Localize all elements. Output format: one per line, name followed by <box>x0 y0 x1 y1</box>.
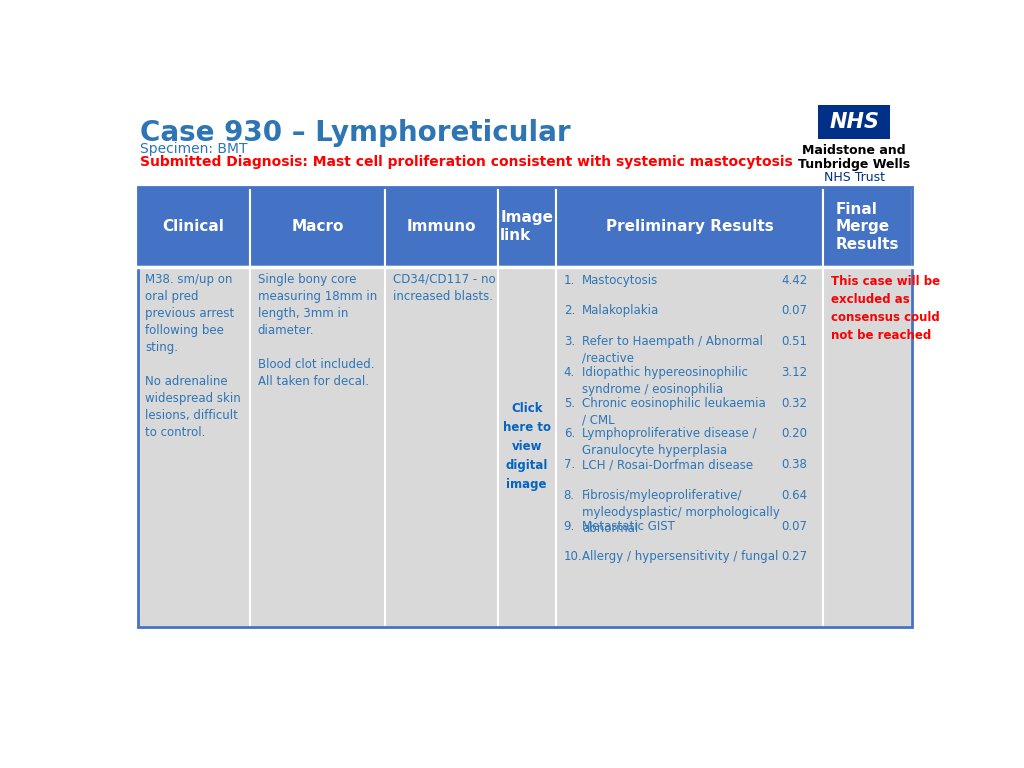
Text: 7.: 7. <box>564 458 574 472</box>
Text: Fibrosis/myleoproliferative/: Fibrosis/myleoproliferative/ <box>582 489 742 502</box>
FancyBboxPatch shape <box>818 105 890 140</box>
Text: Lymphoproliferative disease /: Lymphoproliferative disease / <box>582 428 757 441</box>
Text: 0.20: 0.20 <box>781 428 807 441</box>
Text: This case will be
excluded as
consensus could
not be reached: This case will be excluded as consensus … <box>830 276 940 343</box>
Text: 8.: 8. <box>564 489 574 502</box>
Text: 4.42: 4.42 <box>781 273 807 286</box>
Text: 0.07: 0.07 <box>781 304 807 317</box>
Text: Maidstone and: Maidstone and <box>803 144 906 157</box>
Text: 9.: 9. <box>564 520 574 533</box>
Text: Metastatic GIST: Metastatic GIST <box>582 520 675 533</box>
Text: 6.: 6. <box>564 428 574 441</box>
Text: 10.: 10. <box>564 551 583 564</box>
Text: Granulocyte hyperplasia: Granulocyte hyperplasia <box>582 444 727 457</box>
Text: abnormal: abnormal <box>582 522 638 535</box>
FancyBboxPatch shape <box>250 187 385 266</box>
Text: Single bony core
measuring 18mm in
length, 3mm in
diameter.

Blood clot included: Single bony core measuring 18mm in lengt… <box>258 273 377 388</box>
Text: Submitted Diagnosis: Mast cell proliferation consistent with systemic mastocytos: Submitted Diagnosis: Mast cell prolifera… <box>140 155 793 170</box>
Text: 0.27: 0.27 <box>781 551 807 564</box>
Text: 0.07: 0.07 <box>781 520 807 533</box>
FancyBboxPatch shape <box>137 266 250 627</box>
Text: 5.: 5. <box>564 397 574 409</box>
Text: 2.: 2. <box>564 304 574 317</box>
Text: CD34/CD117 - no
increased blasts.: CD34/CD117 - no increased blasts. <box>393 273 496 303</box>
Text: 0.32: 0.32 <box>781 397 807 409</box>
FancyBboxPatch shape <box>498 266 556 627</box>
Text: Clinical: Clinical <box>163 219 224 234</box>
Text: 0.51: 0.51 <box>781 335 807 348</box>
Text: Tunbridge Wells: Tunbridge Wells <box>798 157 910 170</box>
Text: syndrome / eosinophilia: syndrome / eosinophilia <box>582 382 723 396</box>
Text: Mastocytosis: Mastocytosis <box>582 273 658 286</box>
Text: Final
Merge
Results: Final Merge Results <box>836 202 899 252</box>
FancyBboxPatch shape <box>385 266 498 627</box>
Text: 0.64: 0.64 <box>781 489 807 502</box>
Text: Refer to Haempath / Abnormal: Refer to Haempath / Abnormal <box>582 335 763 348</box>
Text: Click
here to
view
digital
image: Click here to view digital image <box>503 402 551 492</box>
Text: Specimen: BMT: Specimen: BMT <box>140 142 248 157</box>
FancyBboxPatch shape <box>498 187 556 266</box>
Text: Allergy / hypersensitivity / fungal: Allergy / hypersensitivity / fungal <box>582 551 778 564</box>
Text: NHS: NHS <box>829 112 880 132</box>
Text: 3.12: 3.12 <box>781 366 807 379</box>
Text: 1.: 1. <box>564 273 574 286</box>
FancyBboxPatch shape <box>556 187 823 266</box>
FancyBboxPatch shape <box>823 266 912 627</box>
Text: 0.38: 0.38 <box>781 458 807 472</box>
Text: NHS Trust: NHS Trust <box>823 171 885 184</box>
Text: 4.: 4. <box>564 366 574 379</box>
Text: Preliminary Results: Preliminary Results <box>605 219 773 234</box>
FancyBboxPatch shape <box>385 187 498 266</box>
Text: Idiopathic hypereosinophilic: Idiopathic hypereosinophilic <box>582 366 748 379</box>
Text: 3.: 3. <box>564 335 574 348</box>
Text: / CML: / CML <box>582 413 614 426</box>
FancyBboxPatch shape <box>556 266 823 627</box>
Text: myleodysplastic/ morphologically: myleodysplastic/ morphologically <box>582 505 780 518</box>
Text: Macro: Macro <box>292 219 344 234</box>
FancyBboxPatch shape <box>823 187 912 266</box>
FancyBboxPatch shape <box>137 187 250 266</box>
Text: Malakoplakia: Malakoplakia <box>582 304 659 317</box>
FancyBboxPatch shape <box>250 266 385 627</box>
Text: /reactive: /reactive <box>582 352 634 365</box>
Text: LCH / Rosai-Dorfman disease: LCH / Rosai-Dorfman disease <box>582 458 753 472</box>
Text: Case 930 – Lymphoreticular: Case 930 – Lymphoreticular <box>140 119 570 147</box>
Text: Immuno: Immuno <box>407 219 476 234</box>
Text: Image
link: Image link <box>501 210 553 243</box>
Text: Chronic eosinophilic leukaemia: Chronic eosinophilic leukaemia <box>582 397 766 409</box>
Text: M38. sm/up on
oral pred
previous arrest
following bee
sting.

No adrenaline
wide: M38. sm/up on oral pred previous arrest … <box>145 273 242 439</box>
